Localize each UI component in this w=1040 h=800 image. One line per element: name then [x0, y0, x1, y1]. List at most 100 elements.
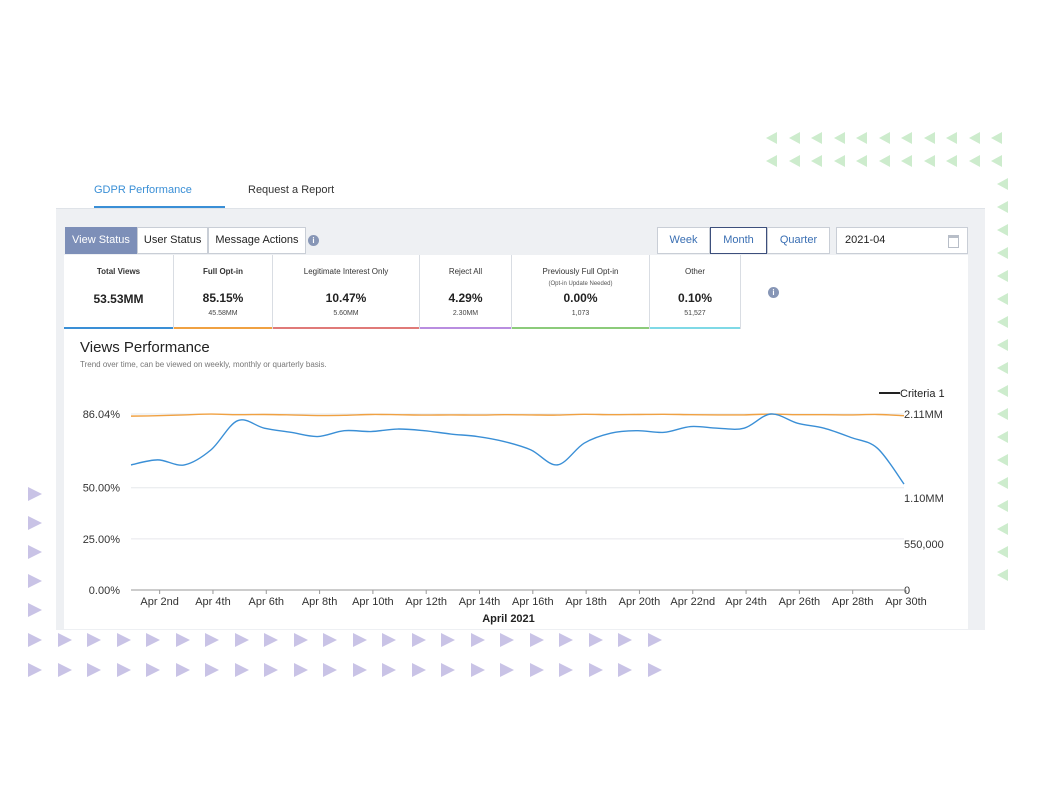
stat-card-reject-all[interactable]: Reject All 4.29% 2.30MM — [420, 255, 512, 329]
decorative-purple-arrow — [28, 633, 42, 647]
tab-user-status[interactable]: User Status — [136, 227, 209, 254]
decorative-green-arrow — [997, 362, 1008, 374]
decorative-green-arrow — [946, 132, 957, 144]
cards-info-icon[interactable]: i — [768, 287, 779, 298]
stat-card-count: 1,073 — [571, 310, 590, 317]
decorative-purple-arrow — [588, 633, 603, 647]
stat-card-other[interactable]: Other 0.10% 51,527 — [650, 255, 741, 329]
x-tick-label: Apr 10th — [352, 596, 394, 608]
x-tick-label: Apr 16th — [512, 596, 554, 608]
stat-card-accent — [420, 327, 511, 329]
x-tick-label: Apr 18th — [565, 596, 607, 608]
tab-view-status[interactable]: View Status — [65, 227, 137, 254]
stat-card-label: Other — [684, 267, 705, 276]
decorative-green-arrow — [997, 224, 1008, 236]
decorative-purple-arrow — [441, 633, 455, 647]
stat-card-sublabel: (Opt-in Update Needed) — [548, 281, 613, 287]
decorative-purple-arrow — [500, 633, 514, 647]
decorative-green-arrow — [923, 155, 935, 167]
decorative-green-arrow — [833, 155, 845, 167]
decorative-green-arrow — [997, 293, 1008, 305]
period-selector: Week Month Quarter — [657, 227, 830, 254]
tab-request-report[interactable]: Request a Report — [248, 184, 335, 196]
decorative-purple-arrow — [146, 663, 160, 677]
calendar-icon — [948, 235, 959, 248]
decorative-green-arrow — [997, 569, 1008, 581]
decorative-purple-arrow — [264, 663, 278, 677]
decorative-purple-arrow — [28, 663, 42, 677]
active-tab-indicator — [94, 206, 225, 209]
decorative-purple-arrow — [323, 633, 337, 647]
views-performance-chart: 0.00% 25.00% 50.00% 86.04% 0 550,000 1.10MM 2.1… — [83, 388, 945, 625]
decorative-green-arrow — [878, 155, 890, 167]
decorative-purple-arrow — [588, 663, 603, 677]
decorative-purple-arrow — [559, 663, 573, 677]
stat-card-previously-full-opt-in[interactable]: Previously Full Opt-in (Opt-in Update Ne… — [512, 255, 650, 329]
x-tick-label: Apr 26th — [779, 596, 821, 608]
decorative-purple-arrow — [234, 663, 249, 677]
legend-label: Criteria 1 — [900, 388, 945, 400]
decorative-green-arrow — [997, 178, 1008, 190]
decorative-purple-arrow — [411, 633, 426, 647]
decorative-green-arrow — [991, 155, 1002, 167]
period-month-button[interactable]: Month — [710, 227, 767, 254]
decorative-purple-arrow — [470, 633, 485, 647]
y-left-tick-label: 0.00% — [89, 585, 120, 597]
decorative-green-arrow — [788, 155, 800, 167]
decorative-green-arrow — [968, 132, 980, 144]
month-picker[interactable]: 2021-04 — [836, 227, 968, 254]
y-right-tick-label: 2.11MM — [904, 409, 943, 421]
month-picker-value: 2021-04 — [845, 234, 886, 246]
decorative-green-arrow — [997, 385, 1008, 397]
decorative-green-arrow — [997, 546, 1008, 558]
period-week-button[interactable]: Week — [657, 227, 710, 254]
tab-gdpr-performance[interactable]: GDPR Performance — [94, 184, 192, 196]
stat-card-count: 5.60MM — [333, 310, 359, 317]
decorative-purple-arrow — [116, 633, 131, 647]
stat-card-full-opt-in[interactable]: Full Opt-in 85.15% 45.58MM — [174, 255, 273, 329]
decorative-green-arrow — [766, 132, 777, 144]
x-tick-label: Apr 2nd — [140, 596, 179, 608]
stat-card-value: 53.53MM — [93, 292, 144, 306]
y-right-tick-label: 550,000 — [904, 539, 944, 551]
decorative-green-arrow — [856, 132, 867, 144]
view-tabs: View Status User Status Message Actions — [65, 227, 306, 254]
stat-card-legitimate-interest[interactable]: Legitimate Interest Only 10.47% 5.60MM — [273, 255, 420, 329]
decorative-green-arrow — [878, 132, 890, 144]
y-left-tick-label: 50.00% — [83, 483, 121, 495]
decorative-purple-arrow — [28, 516, 42, 530]
stat-card-accent — [174, 327, 272, 329]
decorative-purple-arrow — [293, 633, 308, 647]
decorative-green-arrow — [923, 132, 935, 144]
decorative-purple-arrow — [441, 663, 455, 677]
info-icon[interactable]: i — [308, 235, 319, 246]
decorative-green-arrow — [997, 523, 1008, 535]
decorative-purple-arrow — [293, 663, 308, 677]
decorative-purple-arrow — [264, 633, 278, 647]
decorative-green-arrow — [997, 339, 1008, 351]
decorative-purple-arrow — [559, 633, 573, 647]
y-left-tick-label: 25.00% — [83, 534, 121, 546]
stat-card-count: 51,527 — [684, 310, 706, 317]
decorative-purple-arrow — [175, 633, 190, 647]
decorative-green-arrow — [997, 201, 1008, 213]
tab-message-actions[interactable]: Message Actions — [208, 227, 306, 254]
decorative-purple-arrow — [205, 633, 219, 647]
stat-card-count: 45.58MM — [208, 310, 238, 317]
y-left-tick-label: 86.04% — [83, 409, 121, 421]
decorative-purple-arrow — [28, 487, 42, 501]
decorative-purple-arrow — [411, 663, 426, 677]
decorative-green-arrow — [997, 500, 1008, 512]
stat-card-accent — [512, 327, 649, 329]
decorative-purple-arrow — [647, 663, 662, 677]
stat-card-accent — [273, 327, 419, 329]
period-quarter-button[interactable]: Quarter — [767, 227, 830, 254]
stat-card-total-views[interactable]: Total Views 53.53MM — [64, 255, 174, 329]
x-tick-label: Apr 14th — [459, 596, 501, 608]
decorative-green-arrow — [991, 132, 1002, 144]
stat-card-value: 0.10% — [677, 291, 713, 305]
decorative-green-arrow — [833, 132, 845, 144]
stat-card-count: 2.30MM — [452, 310, 479, 317]
decorative-purple-arrow — [323, 663, 337, 677]
decorative-purple-arrow — [57, 663, 72, 677]
